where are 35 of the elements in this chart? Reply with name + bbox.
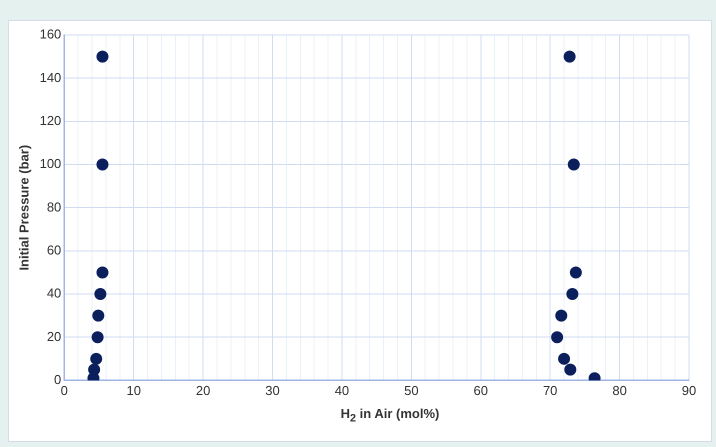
x-tick-label: 90 [682,382,696,398]
point [564,364,576,376]
point [551,331,564,344]
y-axis-title: Initial Pressure (bar) [16,144,32,271]
point [96,266,108,278]
y-tick-label: 40 [46,286,62,301]
point [564,50,576,63]
x-tick-label: 60 [474,382,488,398]
x-axis-title: H$_{2}$ in Air (mol%) [340,406,440,425]
y-tick-label: 0 [54,372,62,387]
y-tick-label: 140 [40,70,62,85]
point [558,352,570,365]
point [92,310,104,322]
point [555,310,568,322]
point [94,288,106,300]
y-tick-label: 120 [40,112,62,128]
point [90,352,102,365]
point [96,50,108,63]
point [96,158,108,171]
x-tick-label: 40 [334,382,350,398]
y-tick-label: 20 [46,328,62,344]
y-tick-label: 80 [46,199,62,214]
point [566,288,578,300]
point [92,331,104,344]
x-tick-label: 30 [265,382,280,398]
y-tick-label: 100 [40,156,62,172]
y-tick-label: 60 [46,242,62,258]
point [570,266,582,278]
x-tick-label: 50 [404,382,419,398]
x-tick-label: 70 [542,382,558,398]
x-tick-label: 80 [612,382,627,398]
x-tick-label: 10 [126,382,141,398]
x-tick-label: 20 [196,382,210,398]
point [568,158,580,171]
y-tick-label: 160 [40,26,62,42]
